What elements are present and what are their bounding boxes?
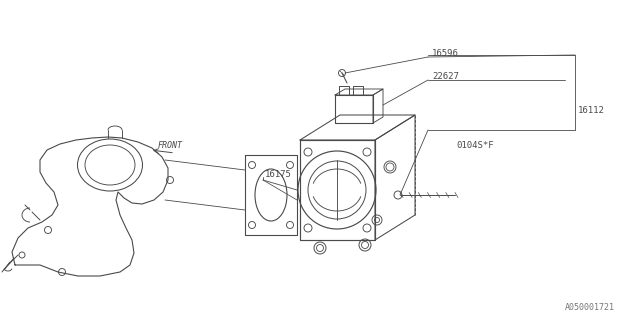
- Text: 16175: 16175: [265, 170, 292, 179]
- Text: 22627: 22627: [432, 71, 459, 81]
- Text: A050001721: A050001721: [565, 303, 615, 313]
- Text: 16112: 16112: [578, 106, 605, 115]
- Text: 0104S*F: 0104S*F: [456, 140, 493, 149]
- Text: 16596: 16596: [432, 49, 459, 58]
- Text: FRONT: FRONT: [158, 140, 183, 149]
